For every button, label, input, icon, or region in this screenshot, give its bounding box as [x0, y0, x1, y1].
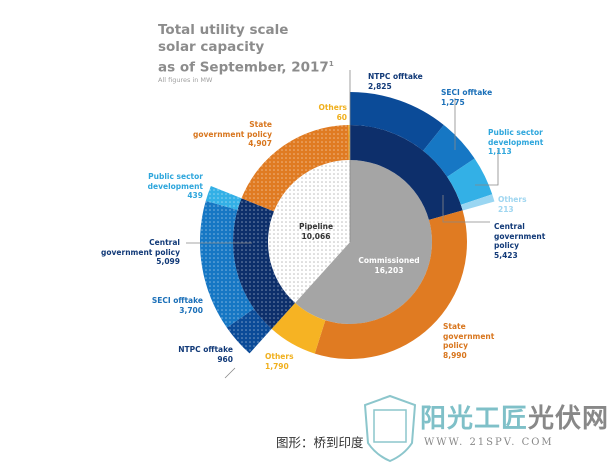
label-commissioned-others: Others 1,790: [265, 352, 294, 371]
chart-subtitle: All figures in MW: [158, 76, 213, 84]
label-commissioned-central: Central government policy 5,423: [494, 222, 546, 260]
ring-segment-commissioned-central-government-policy: [350, 125, 463, 220]
label-commissioned-ntpc: NTPC offtake 2,825: [368, 72, 423, 91]
watermark-seal-icon: [363, 394, 417, 463]
ring-segment-commissioned-others: [271, 302, 326, 354]
ring-segment-commissioned-state-government-policy: [314, 210, 467, 359]
title-line: solar capacity: [158, 39, 265, 55]
ring-segment-pipeline-state-government-policy-pattern: [241, 125, 349, 212]
label-pipeline-others: Others 60: [318, 103, 347, 122]
label-pipeline-psu: Public sector development 439: [147, 172, 203, 200]
label-pipeline-central: Central government policy 5,099: [101, 238, 180, 266]
ring-segment-pipeline-central-government-policy-pattern: [232, 198, 296, 329]
label-pipeline-ntpc: NTPC offtake 960: [178, 345, 233, 364]
outer-segment-commissioned-ntpc-offtake: [350, 92, 444, 151]
label-pipeline-seci: SECI offtake 3,700: [151, 296, 203, 315]
label-pipeline-state: State government policy 4,907: [193, 120, 272, 148]
label-commissioned-total: Commissioned 16,203: [358, 256, 420, 275]
label-commissioned-others-outer: Others 213: [498, 195, 527, 214]
label-commissioned-seci: SECI offtake 1,275: [441, 88, 493, 107]
outer-segment-pipeline-public-sector-development-pattern: [205, 185, 242, 210]
title-line: Total utility scale: [158, 22, 289, 38]
title-footnote: 1: [328, 60, 334, 68]
outer-segment-commissioned-seci-offtake: [423, 124, 475, 177]
figure-caption: 图形：桥到印度: [276, 435, 364, 450]
chart-title: Total utility scale solar capacity as of…: [158, 22, 334, 77]
ring-segment-pipeline-others-pattern: [348, 125, 350, 161]
label-pipeline-total: Pipeline 10,066: [298, 222, 334, 241]
leader-line: [442, 195, 490, 223]
label-commissioned-psu: Public sector development 1,113: [488, 128, 544, 156]
label-commissioned-state: State government policy 8,990: [443, 322, 495, 360]
watermark-text: 阳光工匠光伏网: [420, 404, 610, 434]
outer-segment-commissioned-public-sector-development: [447, 158, 493, 205]
leader-line: [224, 367, 236, 379]
watermark-url: WWW. 21SPV. COM: [424, 437, 554, 448]
outer-segment-pipeline-seci-offtake-pattern: [200, 200, 254, 328]
outer-segment-commissioned-others: [460, 194, 495, 211]
title-line: as of September, 2017: [158, 59, 329, 76]
pie-slice-commissioned: [295, 160, 432, 324]
leader-line: [475, 150, 499, 186]
outer-segment-pipeline-ntpc-offtake-pattern: [226, 308, 272, 354]
pie-slice-pipeline: [268, 160, 350, 303]
